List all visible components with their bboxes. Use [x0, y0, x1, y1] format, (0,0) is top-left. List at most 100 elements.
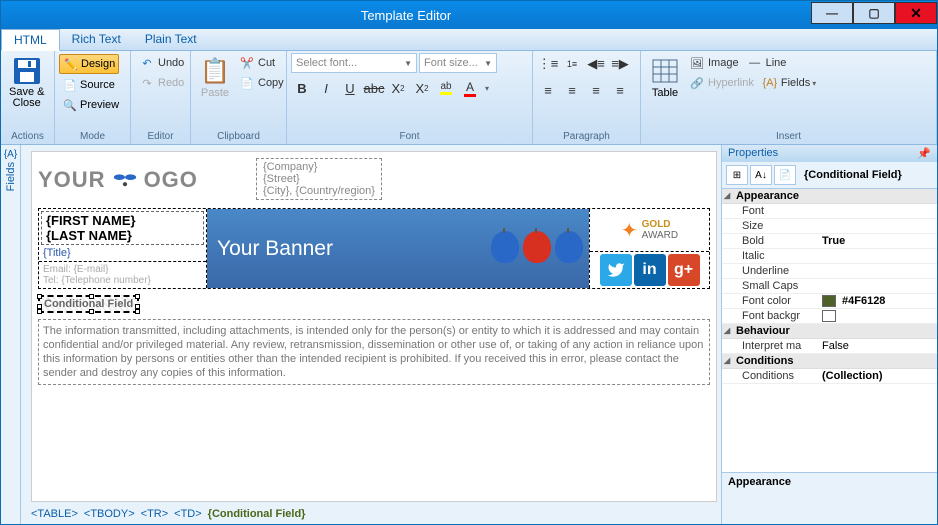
tab-plain-text[interactable]: Plain Text	[133, 29, 209, 50]
bold-button[interactable]: B	[291, 77, 313, 99]
properties-title: Properties	[728, 147, 778, 160]
star-icon: ✦	[621, 218, 638, 243]
fields-rail[interactable]: {A} Fields	[1, 145, 21, 524]
design-icon: ✏️	[63, 56, 79, 72]
alphabetical-button[interactable]: A↓	[750, 165, 772, 185]
highlight-button[interactable]: ab	[435, 77, 457, 99]
group-label-clipboard: Clipboard	[195, 130, 282, 144]
redo-button[interactable]: ↷Redo	[135, 73, 188, 93]
crumb-table[interactable]: <TABLE>	[31, 508, 78, 520]
paste-button[interactable]: 📋 Paste	[195, 53, 235, 101]
prop-category-appearance[interactable]: Appearance	[722, 189, 937, 204]
font-color-button[interactable]: A	[459, 77, 481, 99]
prop-category-conditions[interactable]: Conditions	[722, 354, 937, 369]
bullet-list-button[interactable]: ⋮≡	[537, 53, 559, 75]
undo-button[interactable]: ↶Undo	[135, 53, 188, 73]
save-icon	[11, 55, 43, 87]
prop-smallcaps-value[interactable]	[818, 279, 937, 293]
minimize-button[interactable]: —	[811, 2, 853, 24]
line-icon: —	[747, 55, 763, 71]
address-block[interactable]: {Company} {Street} {City}, {Country/regi…	[256, 158, 382, 200]
line-button[interactable]: —Line	[743, 53, 791, 73]
tab-html[interactable]: HTML	[1, 29, 60, 51]
strikethrough-button[interactable]: abc	[363, 77, 385, 99]
prop-size-value[interactable]	[818, 219, 937, 233]
prop-bold-value[interactable]: True	[818, 234, 937, 248]
banner-row: {FIRST NAME} {LAST NAME} {Title} Email: …	[38, 208, 710, 289]
chevron-down-icon[interactable]: ▾	[485, 84, 489, 93]
googleplus-icon[interactable]: g+	[668, 254, 700, 286]
align-center-button[interactable]: ≡	[561, 79, 583, 101]
source-icon: 📄	[62, 77, 78, 93]
font-family-select[interactable]: Select font...▼	[291, 53, 417, 73]
properties-grid[interactable]: Appearance Font Size BoldTrue Italic Und…	[722, 189, 937, 472]
group-label-editor: Editor	[135, 130, 186, 144]
table-icon	[649, 55, 681, 87]
font-size-select[interactable]: Font size...▼	[419, 53, 497, 73]
italic-button[interactable]: I	[315, 77, 337, 99]
group-label-insert: Insert	[645, 130, 932, 144]
outdent-button[interactable]: ◀≡	[585, 53, 607, 75]
align-right-button[interactable]: ≡	[585, 79, 607, 101]
design-canvas[interactable]: YOUR OGO {Company} {Street} {City}, {Cou…	[31, 151, 717, 502]
table-button[interactable]: Table	[645, 53, 685, 101]
conditional-field-selected[interactable]: Conditional Field	[38, 295, 139, 313]
property-pages-button[interactable]: 📄	[774, 165, 796, 185]
prop-conditions-value[interactable]: (Collection)	[818, 369, 937, 383]
tab-rich-text[interactable]: Rich Text	[60, 29, 133, 50]
image-icon: 🖼	[689, 55, 705, 71]
maximize-button[interactable]: ▢	[853, 2, 895, 24]
format-tabs: HTML Rich Text Plain Text	[1, 29, 937, 51]
name-block[interactable]: {FIRST NAME} {LAST NAME}	[41, 211, 204, 245]
award-badge[interactable]: ✦ GOLDAWARD	[590, 209, 709, 252]
prop-interpret-value[interactable]: False	[818, 339, 937, 353]
cut-icon: ✂️	[239, 55, 255, 71]
contact-block[interactable]: Email: {E-mail} Tel: {Telephone number}	[39, 262, 206, 288]
banner-apples	[489, 231, 585, 267]
linkedin-icon[interactable]: in	[634, 254, 666, 286]
pin-icon[interactable]: 📌	[917, 147, 931, 160]
properties-description: Appearance	[722, 472, 937, 524]
copy-button[interactable]: 📄Copy	[235, 73, 288, 93]
save-close-button[interactable]: Save & Close	[5, 53, 48, 111]
justify-button[interactable]: ≡	[609, 79, 631, 101]
crumb-td[interactable]: <TD>	[174, 508, 202, 520]
prop-fontbg-value[interactable]	[818, 309, 937, 323]
image-button[interactable]: 🖼Image	[685, 53, 743, 73]
logo-wave-icon	[106, 173, 144, 187]
logo-placeholder: YOUR OGO	[38, 158, 256, 202]
twitter-icon[interactable]	[600, 254, 632, 286]
prop-underline-value[interactable]	[818, 264, 937, 278]
banner-image[interactable]: Your Banner	[207, 209, 589, 288]
number-list-button[interactable]: 1≡	[561, 53, 583, 75]
copy-icon: 📄	[239, 75, 255, 91]
prop-fontcolor-value[interactable]: #4F6128	[818, 294, 937, 308]
title-field[interactable]: {Title}	[39, 247, 206, 259]
hyperlink-button[interactable]: 🔗Hyperlink	[685, 73, 758, 93]
crumb-tbody[interactable]: <TBODY>	[84, 508, 135, 520]
prop-italic-value[interactable]	[818, 249, 937, 263]
align-left-button[interactable]: ≡	[537, 79, 559, 101]
mode-design-button[interactable]: ✏️Design	[59, 54, 119, 74]
crumb-tr[interactable]: <TR>	[141, 508, 169, 520]
mode-source-button[interactable]: 📄Source	[59, 76, 118, 94]
hyperlink-icon: 🔗	[689, 75, 705, 91]
titlebar: Template Editor — ▢ ✕	[1, 1, 937, 29]
categorized-button[interactable]: ⊞	[726, 165, 748, 185]
indent-button[interactable]: ≡▶	[609, 53, 631, 75]
mode-preview-button[interactable]: 🔍Preview	[59, 96, 122, 114]
chevron-down-icon: ▾	[812, 79, 816, 88]
chevron-down-icon: ▼	[404, 59, 412, 68]
prop-font-value[interactable]	[818, 204, 937, 218]
superscript-button[interactable]: X2	[411, 77, 433, 99]
close-button[interactable]: ✕	[895, 2, 937, 24]
subscript-button[interactable]: X2	[387, 77, 409, 99]
crumb-field[interactable]: {Conditional Field}	[208, 508, 306, 520]
properties-panel: Properties📌 ⊞ A↓ 📄 {Conditional Field} A…	[721, 145, 937, 524]
prop-category-behaviour[interactable]: Behaviour	[722, 324, 937, 339]
fields-button[interactable]: {A}Fields▾	[758, 73, 820, 93]
cut-button[interactable]: ✂️Cut	[235, 53, 288, 73]
undo-icon: ↶	[139, 55, 155, 71]
disclaimer-block[interactable]: The information transmitted, including a…	[38, 319, 710, 385]
underline-button[interactable]: U	[339, 77, 361, 99]
